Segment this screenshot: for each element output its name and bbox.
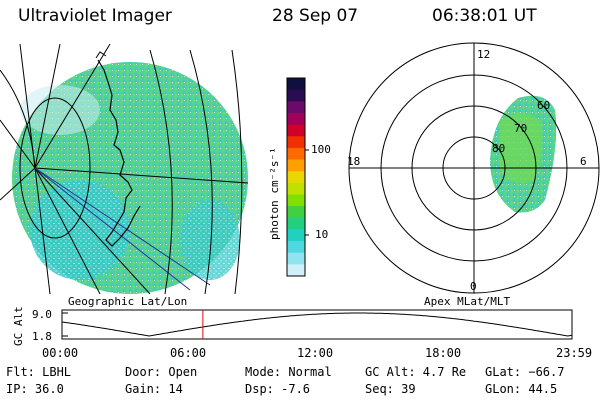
dim-region — [30, 180, 130, 280]
mlt-label-6: 6 — [580, 155, 587, 168]
mlat-label-60: 60 — [537, 99, 550, 112]
color-bar-segment — [287, 206, 305, 219]
alt-axis-label: GC Alt — [12, 306, 25, 346]
color-bar-frame — [286, 77, 306, 277]
alt-tick-max: 9.0 — [32, 308, 52, 321]
mlt-label-12: 12 — [477, 48, 490, 61]
dim-region — [180, 200, 240, 280]
time-tick-1800: 18:00 — [425, 346, 462, 360]
time-tick-1200: 12:00 — [297, 346, 334, 360]
dsp-info: Dsp: -7.6 — [245, 382, 311, 396]
color-bar-tick-10: 10 — [315, 228, 328, 241]
gain-info: Gain: 14 — [125, 382, 183, 396]
color-bar — [287, 78, 305, 277]
polar-plot: 12 0 18 6 60 70 80 — [347, 42, 600, 294]
mlt-label-18: 18 — [347, 155, 360, 168]
date-label: 28 Sep 07 — [272, 6, 359, 26]
color-bar-segment — [287, 229, 305, 242]
color-bar-segment — [287, 182, 305, 195]
glat-info: GLat: −66.7 — [485, 365, 565, 379]
time-tick-0000: 00:00 — [42, 346, 79, 360]
alt-tick-min: 1.8 — [32, 330, 52, 343]
time-label: 06:38:01 UT — [432, 6, 537, 26]
color-bar-segment — [287, 101, 305, 114]
coastline — [95, 51, 107, 59]
mlt-label-0: 0 — [470, 280, 477, 293]
mlat-label-70: 70 — [514, 122, 527, 135]
color-bar-unit-label: photon cm⁻²s⁻¹ — [268, 147, 281, 240]
color-bar-segment — [287, 89, 305, 102]
color-bar-tick-100: 100 — [311, 143, 331, 156]
color-bar-segment — [287, 147, 305, 161]
seq-info: Seq: 39 — [365, 382, 416, 396]
color-bar-segment — [287, 112, 305, 126]
gc-alt-info: GC Alt: 4.7 Re — [365, 365, 467, 379]
filter-info: Flt: LBHL — [6, 365, 72, 379]
instrument-title: Ultraviolet Imager — [18, 6, 172, 26]
lat-lon-grid — [0, 44, 249, 294]
color-bar-segment — [287, 217, 305, 230]
glon-info: GLon: 44.5 — [485, 382, 558, 396]
door-info: Door: Open — [125, 365, 198, 379]
faint-edge — [20, 85, 100, 135]
color-bar-segment — [287, 124, 305, 137]
color-bar-segment — [287, 159, 305, 172]
mlat-label-80: 80 — [492, 142, 505, 155]
auroral-oval-bright — [500, 114, 542, 184]
time-tick-0600: 06:00 — [170, 346, 207, 360]
color-bar-segment — [287, 78, 305, 91]
ip-info: IP: 36.0 — [6, 382, 64, 396]
color-bar-segment — [287, 136, 305, 149]
altitude-curve — [61, 312, 573, 337]
color-bar-segment — [287, 171, 305, 184]
left-panel-label: Geographic Lat/Lon — [68, 295, 187, 308]
geographic-image — [0, 44, 249, 294]
color-bar-segment — [287, 194, 305, 207]
color-bar-segment — [287, 252, 305, 265]
coastline — [97, 59, 141, 247]
mode-info: Mode: Normal — [245, 365, 332, 379]
altitude-plot: 9.0 1.8 GC Alt — [12, 306, 573, 346]
altitude-plot-frame — [61, 309, 573, 340]
time-tick-2359: 23:59 — [556, 346, 593, 360]
color-bar-segment — [287, 264, 305, 277]
color-bar-segment — [287, 241, 305, 254]
right-panel-label: Apex MLat/MLT — [424, 295, 510, 308]
